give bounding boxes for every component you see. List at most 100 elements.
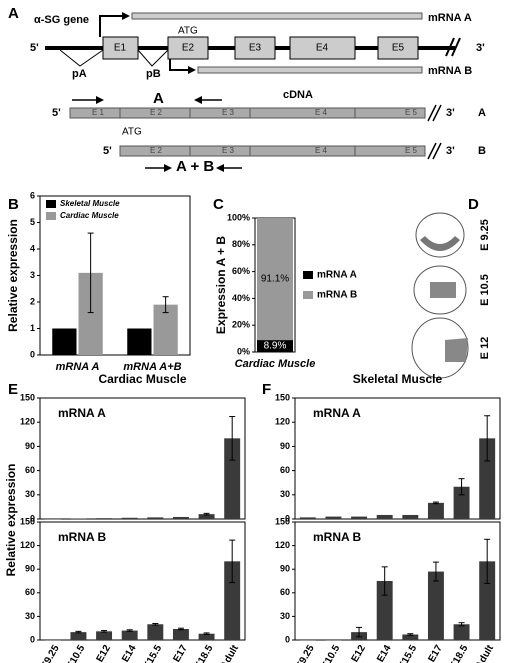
bar (147, 517, 164, 519)
cdna-bar (69, 107, 426, 119)
y-tick-label: 0 (285, 634, 290, 644)
chart-label: mRNA B (313, 530, 362, 544)
y-tick-label: 0% (237, 346, 250, 356)
panel-label: A (8, 5, 19, 22)
x-tick-label: Cardiac Muscle (235, 358, 316, 370)
bar (299, 517, 316, 519)
exon-label: E 3 (222, 108, 235, 117)
y-tick-label: 30 (25, 611, 35, 621)
panel-label: B (8, 196, 19, 213)
three-prime: 3' (446, 107, 455, 119)
bar (121, 630, 138, 640)
legend-swatch (46, 212, 56, 220)
arrowhead (164, 164, 172, 172)
y-tick-label: 5 (30, 217, 35, 227)
bar (402, 514, 419, 519)
legend-label: mRNA A (317, 270, 357, 281)
y-tick-label: 120 (20, 540, 35, 550)
bar (351, 516, 368, 519)
y-tick-label: 150 (275, 392, 290, 402)
cdna-bar (119, 145, 426, 157)
bar (172, 516, 189, 519)
y-tick-label: 4 (30, 243, 35, 253)
exon-label: E 5 (405, 108, 418, 117)
y-tick-label: 20% (232, 320, 250, 330)
bar (224, 561, 241, 640)
exon (167, 36, 209, 60)
promoter-arrow (169, 59, 188, 71)
chart-title: Skeletal Muscle (353, 372, 443, 386)
x-tick-label: E12 (350, 643, 369, 663)
primer-label: A + B (176, 158, 214, 175)
y-tick-label: 0 (30, 513, 35, 523)
x-tick-label: E18.5 (193, 643, 216, 663)
y-axis-label: Relative expression (6, 219, 20, 332)
five-prime: 5' (52, 107, 61, 119)
splice (59, 49, 104, 67)
y-tick-label: 150 (275, 516, 290, 526)
embryo-stain (430, 282, 456, 298)
x-tick-label: E9.25 (39, 643, 62, 663)
bar (52, 328, 77, 355)
embryo-label: E 9.25 (479, 219, 491, 251)
bar (376, 581, 393, 640)
y-tick-label: 90 (280, 564, 290, 574)
arrowhead (216, 164, 224, 172)
five-prime: 5' (30, 42, 39, 54)
exon-label: E 3 (222, 146, 235, 155)
y-tick-label: 2 (30, 296, 35, 306)
chart-label: mRNA B (58, 530, 107, 544)
break (445, 37, 455, 57)
bar (479, 438, 496, 519)
three-prime: 3' (476, 42, 485, 54)
x-tick-label: E10.5 (320, 643, 343, 663)
panel-a-diagram: A α-SG gene mRNA A ATG 5' 3' E1 E2 E3 E4… (8, 5, 486, 175)
y-tick-label: 0 (30, 349, 35, 359)
panel-label: F (262, 381, 271, 398)
x-tick-label: E15.5 (397, 643, 420, 663)
value-label: 8.9% (264, 341, 287, 352)
cdna-label: cDNA (283, 89, 313, 101)
x-tick-label: E14 (120, 643, 139, 663)
legend-label: Cardiac Muscle (60, 211, 119, 220)
y-tick-label: 90 (280, 441, 290, 451)
bar (453, 624, 470, 640)
exon-label: E 2 (150, 146, 163, 155)
mrna-bar (131, 12, 423, 20)
break (432, 142, 442, 160)
chart-label: mRNA A (313, 406, 361, 420)
exon-label: E4 (316, 43, 329, 54)
legend-swatch (303, 291, 313, 299)
atg-label: ATG (178, 26, 198, 37)
bar (325, 516, 342, 519)
legend-label: Skeletal Muscle (60, 199, 120, 208)
y-tick-label: 90 (25, 564, 35, 574)
exon (289, 36, 356, 60)
y-axis-label: Relative expression (4, 464, 18, 577)
legend-swatch (46, 200, 56, 208)
break (427, 104, 437, 122)
x-tick-label: E15.5 (142, 643, 165, 663)
bar (147, 624, 164, 640)
y-tick-label: 60 (280, 465, 290, 475)
bar (172, 628, 189, 640)
bar (70, 518, 87, 520)
break (451, 37, 461, 57)
exon-label: E 4 (315, 146, 328, 155)
bar (427, 571, 444, 640)
bar (121, 517, 138, 519)
mrna-label: mRNA A (428, 12, 472, 24)
y-tick-label: 30 (280, 489, 290, 499)
bar (325, 640, 342, 641)
embryo-stain (445, 338, 468, 362)
exon-label: E5 (392, 43, 405, 54)
row-label: A (478, 107, 486, 119)
three-prime: 3' (446, 145, 455, 157)
y-tick-label: 60 (25, 587, 35, 597)
exon-label: E 4 (315, 108, 328, 117)
arrowhead (188, 66, 196, 74)
exon-label: E2 (182, 43, 195, 54)
legend-swatch (303, 271, 313, 279)
y-tick-label: 40% (232, 293, 250, 303)
